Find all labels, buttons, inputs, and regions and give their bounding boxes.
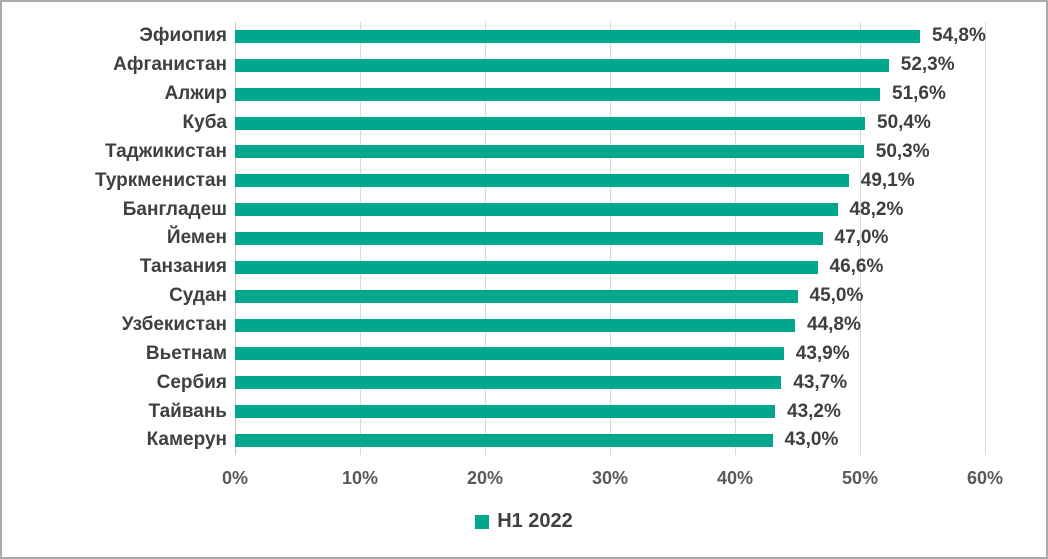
category-label: Камерун — [146, 429, 227, 451]
bar — [235, 116, 865, 130]
value-label: 43,9% — [795, 342, 850, 364]
value-label: 43,0% — [784, 429, 839, 451]
legend-swatch-icon — [475, 514, 490, 529]
value-label: 48,2% — [849, 198, 904, 220]
bar-row: 49,1% — [235, 166, 985, 195]
x-tick-label: 0% — [221, 468, 249, 488]
gridline — [985, 22, 986, 455]
category-label: Куба — [182, 112, 227, 133]
bar — [235, 145, 864, 159]
category-label: Бангладеш — [122, 198, 227, 220]
bar — [235, 231, 823, 245]
value-axis: 0% 10% 20% 30% 40% 50% 60% — [222, 468, 1003, 492]
category-label: Эфиопия — [139, 25, 227, 47]
value-label: 45,0% — [809, 285, 864, 307]
bar-row: 50,3% — [235, 137, 985, 166]
legend-label: H1 2022 — [497, 510, 573, 532]
category-label: Вьетнам — [145, 342, 227, 364]
bar — [235, 29, 920, 43]
category-label: Таджикистан — [104, 140, 227, 162]
bar-series: 54,8% 52,3% 51,6% 50,4% 50,3% 49,1% 48,2% 47,0%… — [235, 22, 986, 455]
bar-row: 43,7% — [235, 368, 985, 397]
category-label: Тайвань — [148, 400, 227, 422]
bar — [235, 203, 838, 217]
x-tick-label: 30% — [591, 468, 629, 488]
bar-row: 43,9% — [235, 339, 985, 368]
category-label: Танзания — [139, 256, 227, 278]
bar — [235, 433, 773, 447]
x-tick-label: 10% — [341, 468, 379, 488]
gridline — [860, 22, 861, 455]
bar-row: 52,3% — [235, 51, 985, 80]
x-tick-label: 60% — [966, 468, 1004, 488]
bar-row: 50,4% — [235, 109, 985, 138]
bar-row: 54,8% — [235, 22, 986, 51]
value-label: 43,7% — [793, 371, 848, 393]
bar — [235, 376, 782, 390]
bar-row: 43,2% — [235, 397, 985, 426]
value-label: 44,8% — [807, 314, 861, 336]
x-tick-label: 50% — [841, 468, 879, 488]
legend: H1 2022 — [2, 510, 1046, 533]
value-label: 54,8% — [932, 25, 986, 47]
bar-row: 45,0% — [235, 282, 985, 311]
x-tick-label: 20% — [466, 468, 504, 488]
x-tick-label: 40% — [716, 468, 754, 488]
bar-row: 46,6% — [235, 253, 985, 282]
category-label: Алжир — [164, 83, 227, 105]
value-label: 46,6% — [829, 256, 884, 278]
value-label: 51,6% — [892, 83, 946, 105]
category-label: Туркменистан — [94, 169, 227, 191]
value-label: 52,3% — [900, 54, 955, 76]
bar — [235, 405, 775, 419]
bar — [235, 87, 880, 101]
category-axis: Эфиопия Афганистан Алжир Куба Таджикистан Тур… — [2, 22, 227, 455]
category-label: Судан — [169, 285, 227, 307]
bar-row: 44,8% — [235, 311, 985, 340]
category-label: Узбекистан — [121, 314, 227, 336]
value-label: 47,0% — [834, 227, 889, 249]
bar-row: 51,6% — [235, 80, 985, 109]
value-label: 43,2% — [787, 400, 841, 422]
bar — [235, 347, 784, 361]
bar-row: 47,0% — [235, 224, 985, 253]
category-label: Йемен — [166, 227, 227, 249]
bar-row: 43,0% — [235, 426, 985, 455]
value-label: 50,4% — [877, 112, 931, 133]
value-label: 49,1% — [860, 169, 915, 191]
category-label: Афганистан — [113, 54, 227, 76]
value-label: 50,3% — [875, 140, 930, 162]
category-label: Сербия — [156, 371, 227, 393]
bar — [235, 260, 818, 274]
bar — [235, 58, 889, 72]
bar — [235, 174, 849, 188]
bar — [235, 318, 795, 332]
bar — [235, 289, 798, 303]
bar-row: 48,2% — [235, 195, 985, 224]
